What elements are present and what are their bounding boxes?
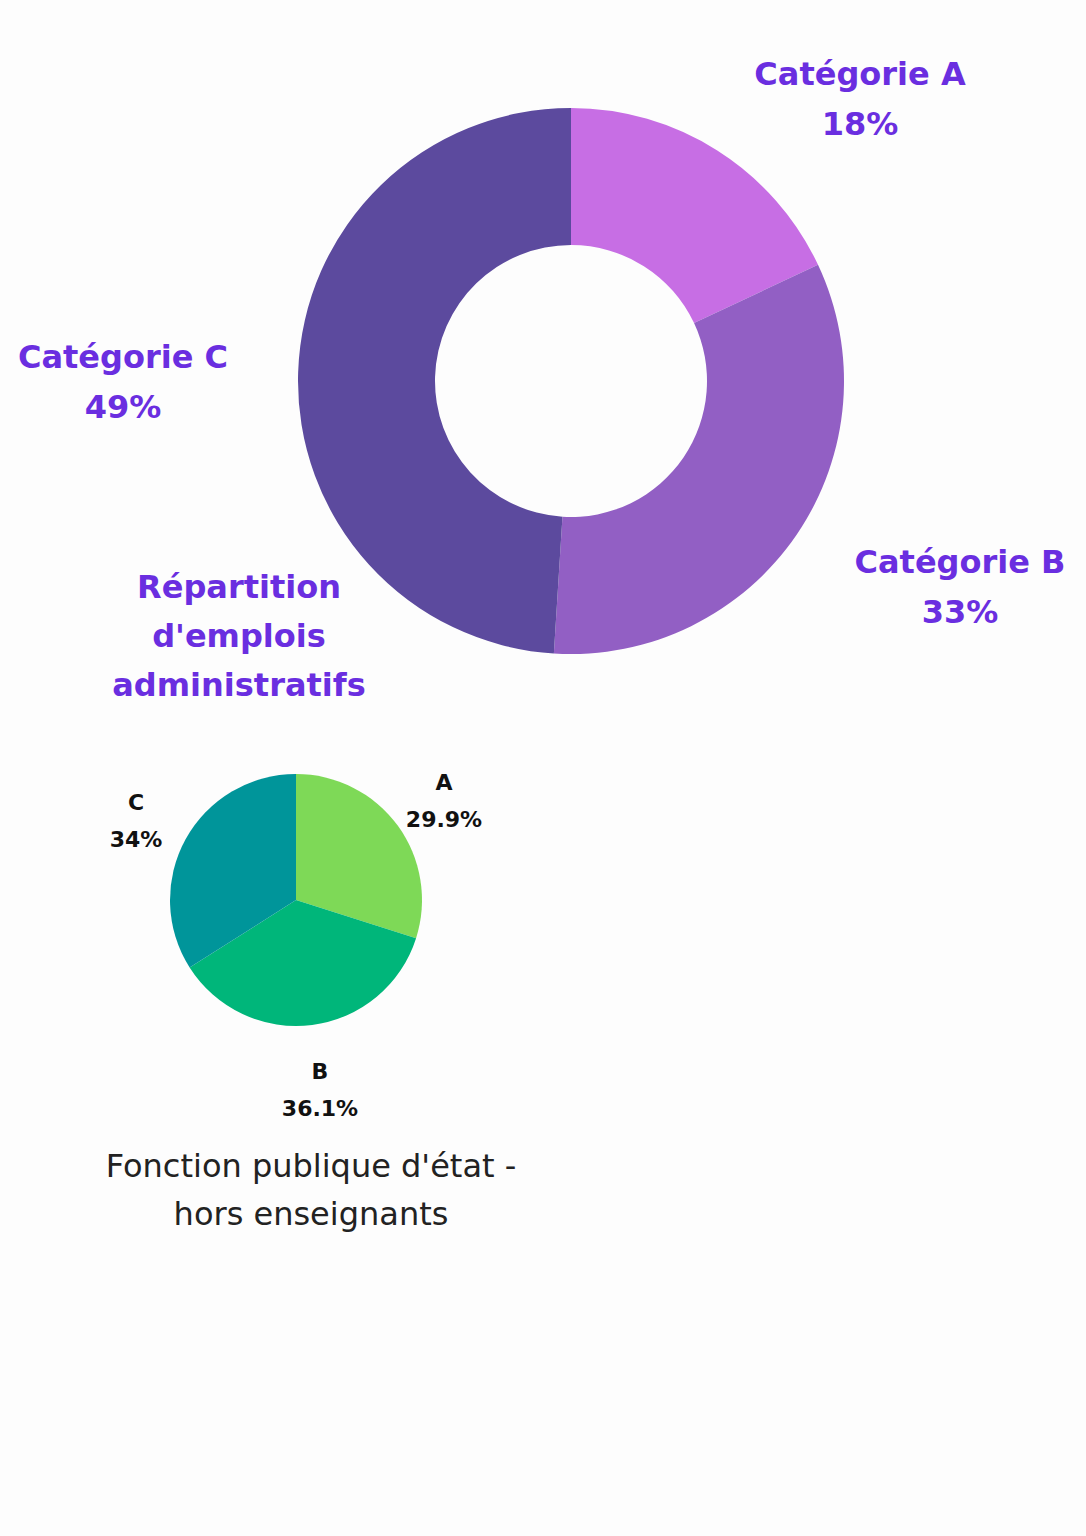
data-label: 36.1% xyxy=(282,1096,358,1121)
title-line: administratifs xyxy=(112,666,366,704)
slice-label: Catégorie C xyxy=(18,338,228,376)
title-line: d'emplois xyxy=(152,617,326,655)
chart-title: Répartition d'emplois administratifs xyxy=(112,568,366,704)
pie-chart xyxy=(170,774,422,1026)
slice-label: B xyxy=(312,1059,329,1084)
slice xyxy=(170,774,296,968)
data-label: 18% xyxy=(822,105,899,143)
slice-label: A xyxy=(435,770,452,795)
slice-label: Catégorie A xyxy=(754,55,966,93)
title-line: hors enseignants xyxy=(174,1195,449,1233)
data-label: 33% xyxy=(922,593,999,631)
title-line: Fonction publique d'état - xyxy=(106,1147,517,1185)
title-line: Répartition xyxy=(137,568,341,606)
data-label: 34% xyxy=(110,827,163,852)
slice-label: C xyxy=(128,790,144,815)
slice xyxy=(554,265,844,654)
donut-chart xyxy=(298,108,844,654)
slice-label: Catégorie B xyxy=(855,543,1066,581)
data-label: 49% xyxy=(85,388,162,426)
canvas: Catégorie A 18% Catégorie B 33% Catégorie C 4… xyxy=(0,0,1086,1536)
data-label: 29.9% xyxy=(406,807,482,832)
chart-title: Fonction publique d'état - hors enseignan… xyxy=(106,1147,517,1233)
